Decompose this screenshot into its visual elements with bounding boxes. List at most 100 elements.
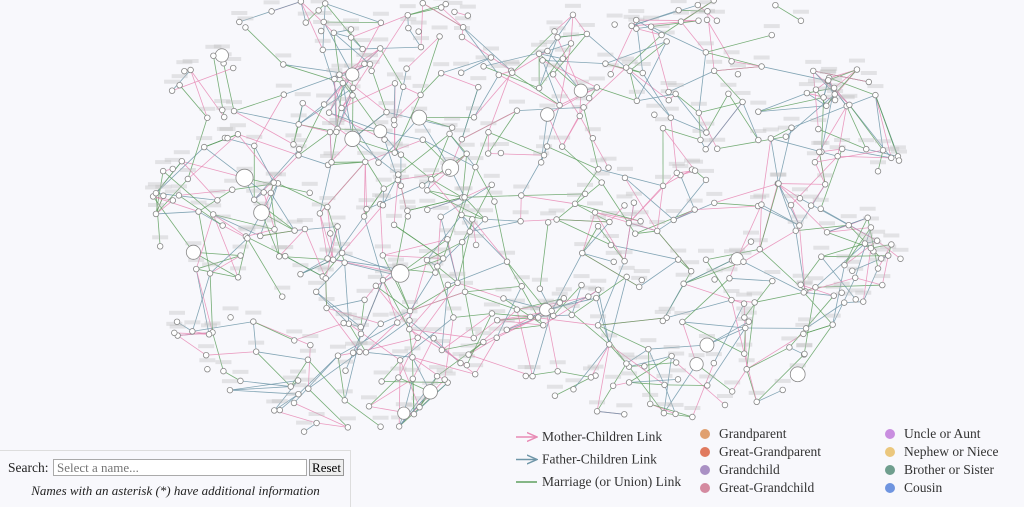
person-node[interactable] [229, 186, 236, 193]
person-node[interactable] [747, 238, 755, 245]
person-node[interactable] [702, 49, 710, 56]
person-node[interactable] [236, 18, 243, 26]
person-node[interactable] [448, 124, 456, 131]
person-node[interactable] [444, 281, 452, 289]
person-node[interactable] [800, 330, 807, 338]
person-node[interactable] [820, 94, 827, 101]
person-node[interactable] [663, 38, 670, 45]
person-node[interactable] [416, 404, 423, 411]
person-node[interactable] [817, 205, 824, 213]
person-node[interactable] [665, 96, 672, 104]
person-node[interactable] [864, 214, 871, 221]
person-node[interactable] [625, 219, 633, 227]
person-node[interactable] [879, 281, 886, 289]
person-node[interactable] [210, 52, 217, 59]
person-node[interactable] [224, 134, 231, 142]
person-node[interactable] [743, 366, 750, 373]
person-node[interactable] [867, 244, 875, 252]
person-node[interactable] [579, 249, 586, 257]
person-node[interactable] [741, 350, 748, 357]
person-node[interactable] [361, 60, 368, 68]
person-node[interactable] [291, 337, 298, 344]
person-node[interactable] [457, 359, 464, 367]
person-node[interactable] [475, 83, 482, 91]
person-node[interactable] [796, 195, 804, 202]
person-node[interactable] [445, 168, 452, 176]
person-node[interactable] [610, 258, 617, 266]
person-node[interactable] [404, 213, 412, 220]
person-node[interactable] [639, 69, 646, 77]
person-node[interactable] [333, 128, 340, 136]
person-node[interactable] [672, 359, 680, 366]
person-node[interactable] [487, 54, 495, 61]
person-node[interactable] [409, 354, 416, 361]
person-node[interactable] [677, 18, 685, 25]
person-node[interactable] [340, 319, 347, 327]
person-node[interactable] [802, 325, 810, 332]
person-node[interactable] [320, 101, 328, 108]
person-node[interactable] [244, 235, 251, 242]
person-node[interactable] [366, 61, 374, 68]
person-node[interactable] [659, 317, 666, 325]
person-node[interactable] [280, 91, 288, 98]
person-node[interactable] [470, 114, 478, 121]
person-node[interactable] [874, 265, 882, 272]
person-node[interactable] [675, 256, 682, 263]
person-node[interactable] [328, 159, 335, 166]
person-node[interactable] [295, 390, 302, 398]
person-node[interactable] [811, 159, 819, 166]
person-node[interactable] [699, 337, 715, 353]
person-node[interactable] [257, 232, 264, 240]
person-node[interactable] [570, 386, 577, 393]
person-node[interactable] [621, 174, 629, 182]
person-node[interactable] [181, 67, 188, 75]
person-node[interactable] [395, 171, 402, 178]
person-node[interactable] [480, 338, 487, 346]
person-node[interactable] [195, 208, 202, 215]
person-node[interactable] [494, 316, 501, 324]
person-node[interactable] [446, 130, 453, 138]
person-node[interactable] [728, 58, 735, 65]
person-node[interactable] [410, 410, 418, 418]
person-node[interactable] [465, 351, 472, 358]
person-node[interactable] [419, 0, 426, 7]
person-node[interactable] [339, 79, 347, 87]
person-node[interactable] [159, 167, 167, 175]
person-node[interactable] [360, 213, 368, 220]
person-node[interactable] [433, 372, 441, 380]
person-node[interactable] [569, 11, 577, 19]
person-node[interactable] [193, 265, 200, 273]
person-node[interactable] [406, 317, 413, 324]
person-node[interactable] [758, 201, 765, 208]
person-node[interactable] [789, 366, 806, 383]
person-node[interactable] [409, 375, 417, 383]
person-node[interactable] [818, 253, 825, 260]
person-node[interactable] [237, 252, 244, 259]
person-node[interactable] [695, 109, 703, 116]
person-node[interactable] [422, 384, 438, 400]
person-node[interactable] [553, 216, 560, 223]
person-node[interactable] [432, 269, 439, 276]
person-node[interactable] [863, 145, 870, 153]
person-node[interactable] [320, 18, 327, 26]
search-input[interactable] [53, 459, 307, 476]
person-node[interactable] [647, 23, 655, 30]
person-node[interactable] [391, 80, 399, 87]
person-node[interactable] [636, 283, 643, 291]
person-node[interactable] [330, 29, 338, 37]
person-node[interactable] [861, 240, 869, 247]
person-node[interactable] [689, 357, 704, 372]
person-node[interactable] [673, 169, 680, 177]
person-node[interactable] [377, 45, 384, 52]
person-node[interactable] [865, 78, 873, 86]
person-node[interactable] [345, 320, 353, 327]
person-node[interactable] [437, 213, 444, 221]
person-node[interactable] [803, 89, 811, 97]
person-node[interactable] [702, 176, 710, 184]
person-node[interactable] [397, 182, 405, 189]
person-node[interactable] [593, 408, 601, 415]
person-node[interactable] [454, 279, 461, 287]
person-node[interactable] [347, 34, 355, 41]
person-node[interactable] [488, 181, 495, 189]
person-node[interactable] [556, 102, 563, 109]
